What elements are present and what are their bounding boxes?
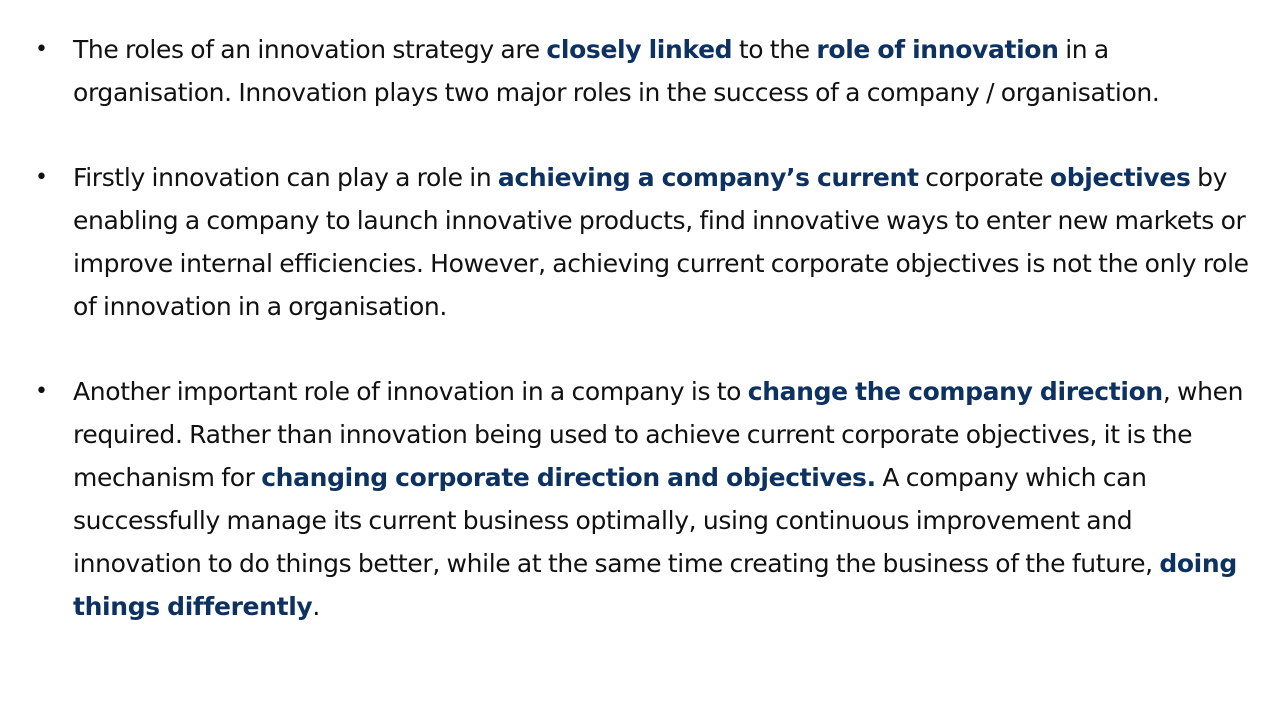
bullet-item: • Firstly innovation can play a role in a…	[35, 156, 1253, 328]
text-segment: A company which can successfully manage …	[73, 463, 1160, 578]
bullet-list: • The roles of an innovation strategy are…	[35, 28, 1253, 670]
bullet-item: • The roles of an innovation strategy are…	[35, 28, 1253, 114]
emphasis-text: closely linked	[546, 35, 733, 64]
text-segment: The roles of an innovation strategy are	[73, 35, 547, 64]
text-segment: .	[312, 592, 320, 621]
emphasis-text: role of innovation	[816, 35, 1059, 64]
bullet-dot-icon: •	[35, 379, 48, 404]
bullet-text: Another important role of innovation in …	[73, 377, 1244, 621]
emphasis-text: doing things differently	[73, 549, 1237, 621]
bullet-text: The roles of an innovation strategy are …	[73, 35, 1160, 107]
emphasis-text: changing corporate direction and objecti…	[261, 463, 876, 492]
emphasis-text: objectives	[1049, 163, 1191, 192]
bullet-text: Firstly innovation can play a role in ac…	[73, 163, 1249, 321]
text-segment: Firstly innovation can play a role in	[73, 163, 498, 192]
text-segment: Another important role of innovation in …	[73, 377, 748, 406]
bullet-item: • Another important role of innovation in…	[35, 370, 1253, 628]
text-segment: corporate	[918, 163, 1050, 192]
text-segment: in a organisation. Innovation plays two …	[73, 35, 1160, 107]
bullet-dot-icon: •	[35, 165, 48, 190]
emphasis-text: achieving a company’s current	[497, 163, 919, 192]
text-segment: , when required. Rather than innovation …	[73, 377, 1244, 492]
bullet-dot-icon: •	[35, 37, 48, 62]
emphasis-text: change the company direction	[747, 377, 1163, 406]
text-segment: to the	[732, 35, 817, 64]
text-segment: by enabling a company to launch innovati…	[73, 163, 1249, 321]
